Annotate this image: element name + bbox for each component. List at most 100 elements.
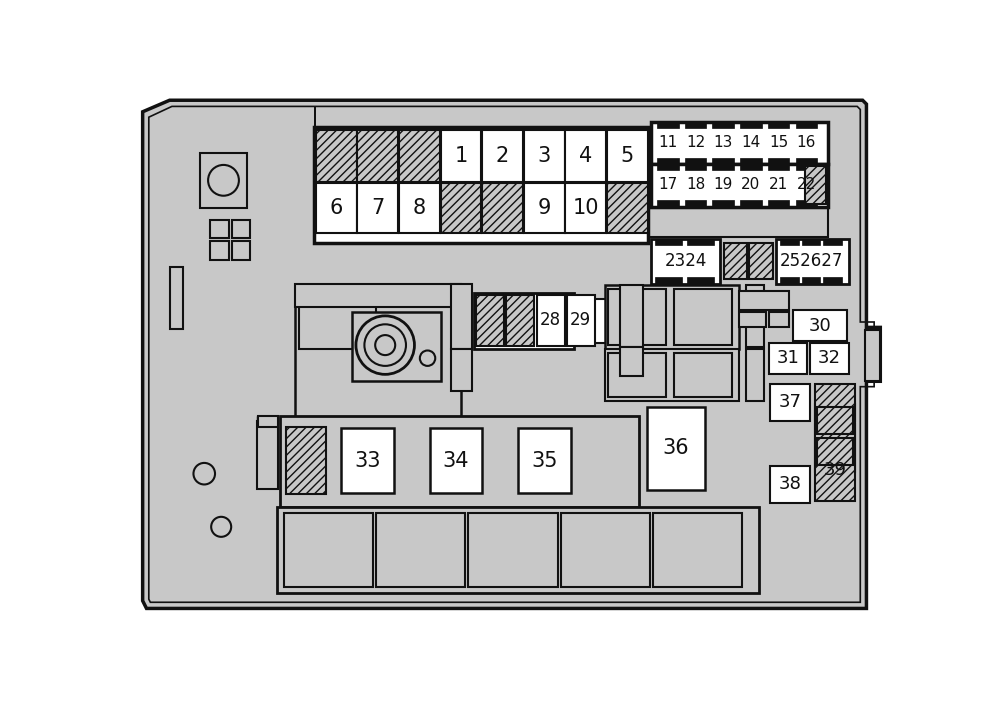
Text: 18: 18 [686,177,706,192]
Bar [814,404,855,472]
Bar [651,239,721,284]
Bar [283,513,373,587]
Bar [768,312,789,327]
Bar [768,343,807,373]
Text: 21: 21 [769,177,788,192]
Bar [651,122,828,164]
Bar [674,353,732,397]
Bar [795,122,817,128]
Bar [524,182,565,233]
Bar [713,158,734,164]
Circle shape [420,351,435,366]
Bar [713,122,734,128]
Bar [376,513,465,587]
Bar [357,182,398,233]
Text: 39: 39 [823,461,846,479]
Bar [817,438,852,465]
Text: 252627: 252627 [780,252,843,270]
Bar [295,284,461,426]
Text: 6: 6 [329,198,343,218]
Bar [657,122,679,128]
Bar [741,122,761,128]
Bar [795,200,817,206]
Bar [780,239,798,245]
Bar [451,349,472,391]
Bar [441,130,481,182]
Text: 11: 11 [658,135,678,150]
Bar [653,513,743,587]
Bar [211,220,229,238]
Bar [524,130,565,182]
Circle shape [375,335,395,355]
Bar [795,164,817,170]
Bar [810,343,848,373]
Bar [537,295,565,346]
Text: 8: 8 [413,198,426,218]
Bar [314,127,648,243]
Text: 36: 36 [662,438,689,458]
Bar [451,284,472,349]
Bar [793,310,847,341]
Bar [476,295,504,346]
Bar [770,466,810,503]
Bar [823,239,841,245]
Text: 19: 19 [714,177,733,192]
Text: 15: 15 [769,135,788,150]
Text: 31: 31 [776,349,799,367]
Text: 34: 34 [443,450,469,471]
Bar [687,239,714,245]
Text: 13: 13 [714,135,733,150]
Text: 5: 5 [621,146,634,166]
Bar [561,513,650,587]
Bar [741,200,761,206]
Bar [316,130,356,182]
Text: 35: 35 [531,450,558,471]
Bar [482,130,523,182]
Bar [256,416,278,423]
Bar [277,507,758,593]
Bar [518,428,571,493]
Bar [474,293,574,349]
Bar [607,182,648,233]
Bar [232,241,250,259]
Bar [566,182,606,233]
Bar [468,513,558,587]
Text: 30: 30 [808,317,831,335]
Bar [801,239,820,245]
Text: 2324: 2324 [665,252,707,270]
Bar [657,158,679,164]
Bar [314,106,316,243]
Bar [740,291,789,310]
Bar [687,277,714,284]
Bar [657,200,679,206]
Bar [780,277,798,284]
Bar [357,130,398,182]
Text: 14: 14 [742,135,760,150]
Bar [295,284,461,307]
Text: 33: 33 [354,450,380,471]
Text: 9: 9 [538,198,551,218]
Bar [685,200,707,206]
Bar [605,285,740,349]
Bar [814,423,855,462]
Bar [767,164,789,170]
Bar [211,241,229,259]
Text: 12: 12 [686,135,706,150]
Bar [685,164,707,170]
Text: 22: 22 [796,177,816,192]
Bar [609,353,667,397]
Bar [647,407,705,490]
Bar [674,289,732,345]
Bar [566,130,606,182]
Bar [713,164,734,170]
Bar [685,158,707,164]
Bar [657,164,679,170]
Bar [814,384,855,421]
Bar [609,289,667,345]
Bar [285,427,326,494]
Text: 2: 2 [496,146,509,166]
Circle shape [364,325,406,366]
Text: 4: 4 [579,146,593,166]
Bar [399,182,440,233]
Bar [817,407,852,434]
